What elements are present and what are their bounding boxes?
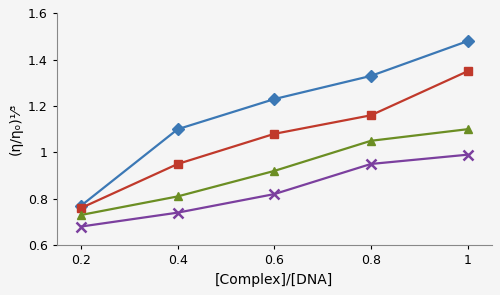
Complex 3 xyxy=(174,195,180,198)
Complex 1 xyxy=(78,204,84,207)
Line: Complex 1: Complex 1 xyxy=(77,37,471,210)
Complex 4 xyxy=(174,211,180,214)
Complex 3 xyxy=(464,127,470,131)
Complex 2 xyxy=(464,70,470,73)
Complex 1 xyxy=(464,39,470,43)
Complex 2 xyxy=(368,114,374,117)
Complex 2 xyxy=(78,206,84,210)
Complex 4 xyxy=(464,153,470,156)
Y-axis label: (η/ηₒ)¹⁄³: (η/ηₒ)¹⁄³ xyxy=(8,103,22,155)
X-axis label: [Complex]/[DNA]: [Complex]/[DNA] xyxy=(215,273,334,287)
Line: Complex 2: Complex 2 xyxy=(77,67,471,212)
Complex 2 xyxy=(174,162,180,166)
Complex 4 xyxy=(368,162,374,166)
Complex 1 xyxy=(272,97,278,101)
Line: Complex 4: Complex 4 xyxy=(76,150,472,231)
Complex 3 xyxy=(78,213,84,217)
Complex 3 xyxy=(272,169,278,173)
Complex 4 xyxy=(272,192,278,196)
Complex 3 xyxy=(368,139,374,142)
Complex 2 xyxy=(272,132,278,136)
Complex 1 xyxy=(368,74,374,78)
Complex 1 xyxy=(174,127,180,131)
Line: Complex 3: Complex 3 xyxy=(77,125,471,219)
Complex 4 xyxy=(78,225,84,228)
